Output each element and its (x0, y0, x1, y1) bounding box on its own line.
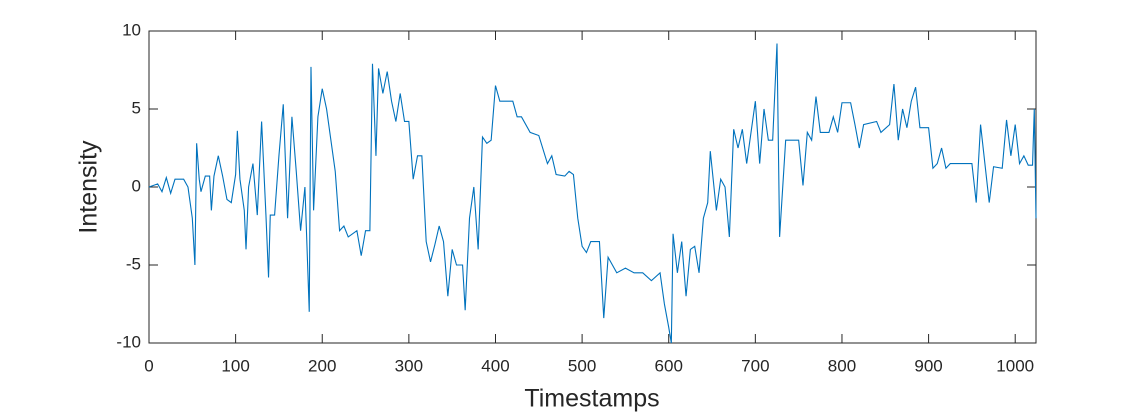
x-tick-label: 200 (308, 356, 336, 375)
x-tick-label: 0 (144, 356, 153, 375)
x-tick-label: 1000 (996, 356, 1034, 375)
x-tick-label: 500 (568, 356, 596, 375)
y-tick-label: -10 (116, 332, 141, 351)
x-tick-label: 100 (221, 356, 249, 375)
x-tick-label: 800 (828, 356, 856, 375)
x-axis-label: Timestamps (524, 385, 659, 413)
line-series (148, 43, 1037, 344)
plot-area (148, 30, 1037, 344)
x-tick-label: 600 (655, 356, 683, 375)
x-tick-label: 900 (914, 356, 942, 375)
x-tick-label: 700 (741, 356, 769, 375)
y-axis-label: Intensity (75, 140, 103, 234)
x-tick-label: 300 (395, 356, 423, 375)
y-tick-label: 0 (132, 176, 141, 195)
y-tick-label: 10 (122, 20, 141, 39)
y-tick-label: -5 (126, 254, 141, 273)
y-tick-label: 5 (132, 98, 141, 117)
x-tick-label: 400 (481, 356, 509, 375)
